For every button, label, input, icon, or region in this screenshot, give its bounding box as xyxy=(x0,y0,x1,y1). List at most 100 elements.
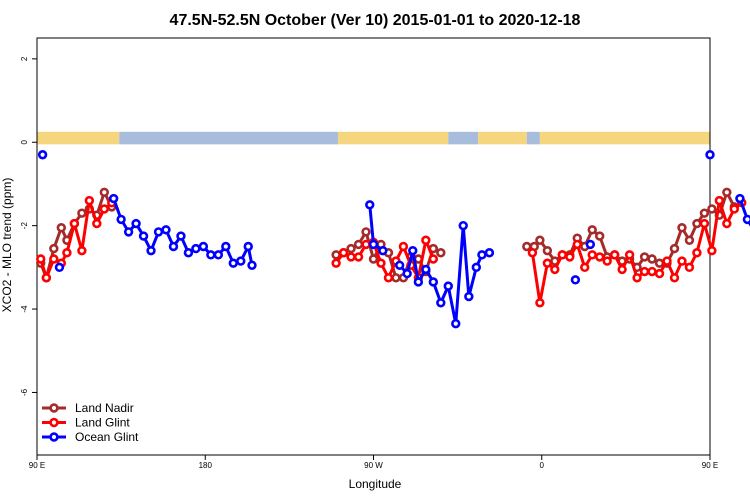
data-point xyxy=(484,248,495,258)
strip-land-segment xyxy=(37,131,120,145)
data-point xyxy=(161,225,171,235)
data-point xyxy=(735,193,745,204)
data-point xyxy=(699,208,710,218)
data-point xyxy=(464,291,474,302)
legend-label: Land Glint xyxy=(75,416,130,430)
data-point xyxy=(116,214,126,225)
data-point xyxy=(77,208,87,218)
data-point xyxy=(436,298,446,308)
data-point xyxy=(428,277,439,287)
data-point xyxy=(580,262,590,273)
data-point xyxy=(436,248,446,258)
data-point xyxy=(62,248,72,258)
data-point xyxy=(471,262,482,273)
data-point xyxy=(191,243,201,254)
data-point xyxy=(587,250,597,260)
data-point xyxy=(585,239,596,250)
data-point xyxy=(707,204,717,214)
data-point xyxy=(49,243,59,254)
data-point xyxy=(570,275,581,285)
data-point xyxy=(684,262,695,273)
data-point xyxy=(206,250,216,260)
data-point xyxy=(346,243,356,254)
data-point xyxy=(654,268,665,279)
data-point xyxy=(353,252,364,262)
data-point xyxy=(699,218,710,229)
data-point xyxy=(99,204,110,214)
data-point xyxy=(221,241,231,252)
legend-marker xyxy=(49,417,59,428)
data-point xyxy=(662,256,672,266)
data-point xyxy=(368,254,379,264)
data-point xyxy=(639,252,650,262)
data-point xyxy=(572,239,582,250)
y-tick-label: -6 xyxy=(20,388,29,396)
series-line xyxy=(398,224,490,326)
data-point xyxy=(647,266,657,277)
data-point xyxy=(131,218,141,229)
strip-ocean-segment xyxy=(119,131,338,145)
data-point xyxy=(527,248,538,258)
legend-label: Land Nadir xyxy=(75,401,134,415)
data-point xyxy=(228,258,238,268)
data-point xyxy=(338,248,349,258)
data-point xyxy=(677,223,687,233)
data-point xyxy=(331,258,341,268)
data-point xyxy=(587,225,597,235)
data-point xyxy=(609,250,620,260)
legend-marker xyxy=(49,432,59,442)
strip-land-segment xyxy=(478,131,527,145)
x-tick-label: 90 E xyxy=(702,461,718,470)
strip-ocean-segment xyxy=(448,131,479,145)
data-point xyxy=(92,218,102,229)
data-point xyxy=(705,150,715,160)
data-point xyxy=(458,220,468,231)
data-point xyxy=(398,241,409,252)
legend-item: Land Glint xyxy=(42,416,130,430)
data-point xyxy=(729,204,740,214)
data-point xyxy=(368,239,379,250)
data-point xyxy=(353,239,364,250)
data-point xyxy=(535,298,545,308)
data-point xyxy=(247,260,257,270)
y-axis-label: XCO2 - MLO trend (ppm) xyxy=(0,178,14,313)
data-point xyxy=(550,264,560,275)
data-point xyxy=(77,245,87,256)
legend-marker xyxy=(49,403,59,413)
data-point xyxy=(477,250,487,260)
data-point xyxy=(168,241,179,252)
data-point xyxy=(692,218,702,229)
data-point xyxy=(669,273,680,283)
data-point xyxy=(69,218,80,229)
data-point xyxy=(183,248,194,258)
data-point xyxy=(236,256,246,266)
series-ocean-glint xyxy=(37,150,750,329)
data-point xyxy=(647,254,657,264)
data-point xyxy=(714,195,725,206)
data-point xyxy=(41,273,52,283)
data-point xyxy=(198,241,209,252)
data-point xyxy=(402,268,412,279)
data-point xyxy=(361,239,371,250)
data-point xyxy=(108,193,119,204)
data-point xyxy=(153,227,164,237)
data-point xyxy=(37,150,48,160)
data-point xyxy=(639,266,650,277)
data-point xyxy=(522,241,532,252)
data-point xyxy=(722,187,732,197)
data-point xyxy=(176,231,186,241)
data-point xyxy=(707,245,717,256)
data-point xyxy=(565,252,575,262)
data-point xyxy=(84,195,95,206)
data-point xyxy=(602,256,612,266)
data-point xyxy=(595,231,605,241)
data-point xyxy=(595,252,605,262)
data-point xyxy=(421,235,431,245)
data-point xyxy=(408,245,418,256)
strip-land-segment xyxy=(539,131,710,145)
data-point xyxy=(146,245,156,256)
data-point xyxy=(443,281,453,291)
data-point xyxy=(361,227,371,237)
data-point xyxy=(692,248,702,258)
